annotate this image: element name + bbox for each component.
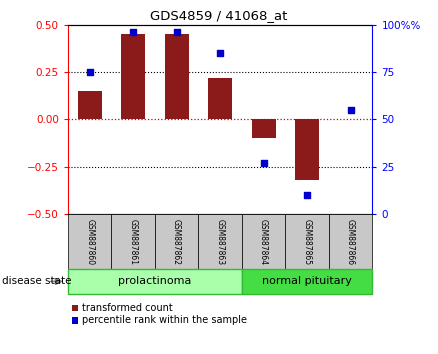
Text: GSM887863: GSM887863 — [215, 218, 225, 265]
Text: GSM887864: GSM887864 — [259, 218, 268, 265]
Text: percentile rank within the sample: percentile rank within the sample — [82, 315, 247, 325]
Bar — [295, 119, 319, 180]
Text: GSM887862: GSM887862 — [172, 219, 181, 264]
Text: normal pituitary: normal pituitary — [262, 276, 352, 286]
Text: disease state: disease state — [2, 276, 72, 286]
Point — [173, 29, 180, 35]
Point — [347, 107, 354, 113]
Point — [216, 50, 223, 56]
Text: GSM887860: GSM887860 — [85, 218, 94, 265]
Bar — [208, 78, 232, 119]
Text: transformed count: transformed count — [82, 303, 173, 313]
Text: GSM887865: GSM887865 — [303, 218, 311, 265]
Bar — [121, 34, 145, 119]
Text: GDS4859 / 41068_at: GDS4859 / 41068_at — [150, 9, 288, 22]
Bar — [251, 119, 276, 138]
Text: GSM887861: GSM887861 — [129, 219, 138, 264]
Point — [260, 160, 267, 166]
Bar — [165, 34, 189, 119]
Point — [130, 29, 137, 35]
Bar — [78, 91, 102, 119]
Point — [86, 69, 93, 75]
Point — [304, 193, 311, 198]
Text: prolactinoma: prolactinoma — [118, 276, 191, 286]
Text: GSM887866: GSM887866 — [346, 218, 355, 265]
